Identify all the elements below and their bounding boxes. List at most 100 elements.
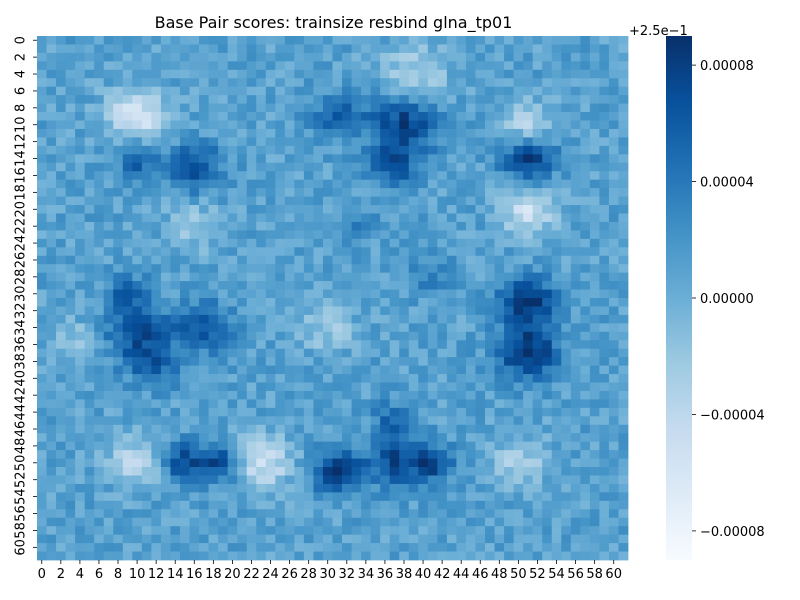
heatmap-cell — [389, 306, 400, 316]
heatmap-cell — [122, 357, 133, 367]
heatmap-cell — [351, 306, 362, 316]
heatmap-cell — [84, 52, 95, 62]
heatmap-cell — [122, 221, 133, 231]
heatmap-cell — [141, 230, 152, 240]
heatmap-cell — [103, 61, 114, 71]
heatmap-cell — [485, 247, 495, 257]
heatmap-cell — [532, 162, 543, 172]
heatmap-cell — [332, 509, 343, 519]
heatmap-cell — [485, 382, 495, 392]
heatmap-cell — [389, 331, 400, 341]
heatmap-cell — [103, 171, 114, 181]
heatmap-cell — [256, 374, 267, 383]
heatmap-cell — [389, 264, 400, 274]
heatmap-cell — [427, 382, 438, 392]
heatmap-cell — [246, 205, 257, 214]
heatmap-cell — [532, 298, 543, 307]
heatmap-cell — [199, 314, 209, 324]
heatmap-cell — [208, 281, 219, 290]
heatmap-cell — [113, 348, 124, 358]
x-tick-label: 18 — [205, 567, 222, 582]
heatmap-cell — [408, 36, 419, 45]
heatmap-cell — [437, 36, 448, 45]
heatmap-cell — [342, 543, 352, 552]
heatmap-cell — [532, 95, 543, 105]
heatmap-cell — [160, 534, 171, 544]
heatmap-cell — [313, 534, 324, 544]
heatmap-cell — [342, 534, 352, 544]
heatmap-cell — [542, 314, 553, 324]
heatmap-cell — [284, 399, 295, 409]
heatmap-cell — [103, 162, 114, 172]
heatmap-cell — [132, 492, 143, 502]
heatmap-cell — [561, 382, 572, 392]
x-tick-label: 8 — [114, 567, 122, 582]
heatmap-cell — [542, 86, 553, 96]
heatmap-cell — [446, 272, 457, 282]
heatmap-cell — [475, 331, 486, 341]
heatmap-cell — [380, 314, 391, 324]
heatmap-cell — [94, 407, 105, 417]
heatmap-cell — [141, 458, 152, 468]
heatmap-cell — [618, 483, 629, 493]
heatmap-cell — [599, 323, 610, 333]
heatmap-cell — [141, 95, 152, 105]
heatmap-cell — [170, 188, 181, 197]
heatmap-cell — [580, 492, 591, 502]
heatmap-cell — [342, 306, 352, 316]
heatmap-cell — [361, 526, 372, 536]
heatmap-cell — [494, 467, 505, 476]
heatmap-cell — [132, 255, 143, 265]
heatmap-cell — [151, 441, 162, 451]
heatmap-cell — [160, 357, 171, 367]
heatmap-cell — [284, 247, 295, 257]
heatmap-cell — [408, 247, 419, 257]
heatmap-cell — [618, 78, 629, 88]
heatmap-cell — [84, 348, 95, 358]
heatmap-cell — [46, 196, 57, 206]
heatmap-cell — [370, 289, 381, 299]
heatmap-cell — [227, 188, 238, 197]
heatmap-cell — [351, 348, 362, 358]
heatmap-cell — [322, 179, 333, 189]
heatmap-cell — [446, 314, 457, 324]
heatmap-cell — [113, 551, 124, 561]
heatmap-cell — [265, 357, 276, 367]
x-tick-label: 60 — [605, 567, 622, 582]
heatmap-cell — [265, 441, 276, 451]
heatmap-cell — [227, 483, 238, 493]
heatmap-cell — [504, 281, 515, 290]
heatmap-cell — [208, 69, 219, 79]
heatmap-cell — [504, 188, 515, 197]
heatmap-cell — [56, 416, 66, 426]
heatmap-cell — [218, 458, 229, 468]
heatmap-cell — [284, 416, 295, 426]
heatmap-cell — [475, 247, 486, 257]
heatmap-cell — [303, 407, 314, 417]
heatmap-cell — [256, 137, 267, 147]
heatmap-cell — [618, 517, 629, 527]
heatmap-cell — [132, 458, 143, 468]
heatmap-cell — [75, 179, 86, 189]
heatmap-cell — [313, 526, 324, 536]
heatmap-cell — [103, 450, 114, 459]
heatmap-cell — [618, 255, 629, 265]
heatmap-cell — [122, 323, 133, 333]
heatmap-cell — [294, 95, 305, 105]
heatmap-cell — [151, 365, 162, 375]
heatmap-cell — [504, 171, 515, 181]
heatmap-cell — [456, 407, 467, 417]
heatmap-cell — [485, 162, 495, 172]
heatmap-cell — [408, 272, 419, 282]
heatmap-cell — [427, 171, 438, 181]
heatmap-cell — [141, 340, 152, 350]
heatmap-cell — [513, 188, 524, 197]
heatmap-cell — [389, 441, 400, 451]
heatmap-cell — [303, 543, 314, 552]
heatmap-cell — [237, 323, 248, 333]
heatmap-cell — [608, 69, 619, 79]
heatmap-cell — [494, 171, 505, 181]
heatmap-cell — [580, 120, 591, 130]
heatmap-cell — [103, 357, 114, 367]
heatmap-cell — [284, 78, 295, 88]
